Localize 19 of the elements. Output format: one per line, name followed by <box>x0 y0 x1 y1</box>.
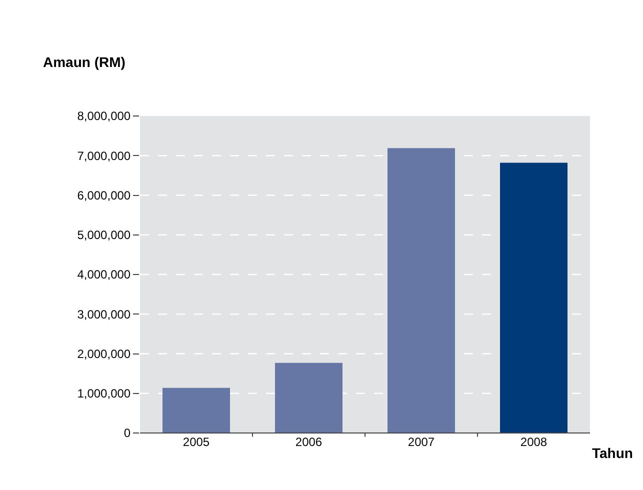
y-tick-label: 0 <box>124 426 131 440</box>
y-tick-label: 7,000,000 <box>77 148 131 163</box>
y-tick-label: 6,000,000 <box>77 188 131 202</box>
y-axis-title: Amaun (RM) <box>43 54 126 70</box>
bar <box>388 148 455 433</box>
y-tick-label: 1,000,000 <box>77 386 131 401</box>
x-tick-label: 2008 <box>520 435 548 449</box>
bar <box>275 362 342 433</box>
y-tick-label: 8,000,000 <box>77 109 131 124</box>
x-axis-title: Tahun <box>592 445 633 461</box>
y-tick-label: 4,000,000 <box>77 268 131 282</box>
bar <box>500 162 568 433</box>
x-tick-label: 2007 <box>408 435 435 449</box>
y-tick-label: 5,000,000 <box>77 228 131 242</box>
y-tick-label: 2,000,000 <box>77 346 131 361</box>
x-tick-label: 2006 <box>295 435 322 449</box>
bar <box>162 388 230 433</box>
x-tick-label: 2005 <box>182 435 210 449</box>
y-tick-label: 3,000,000 <box>77 307 131 322</box>
